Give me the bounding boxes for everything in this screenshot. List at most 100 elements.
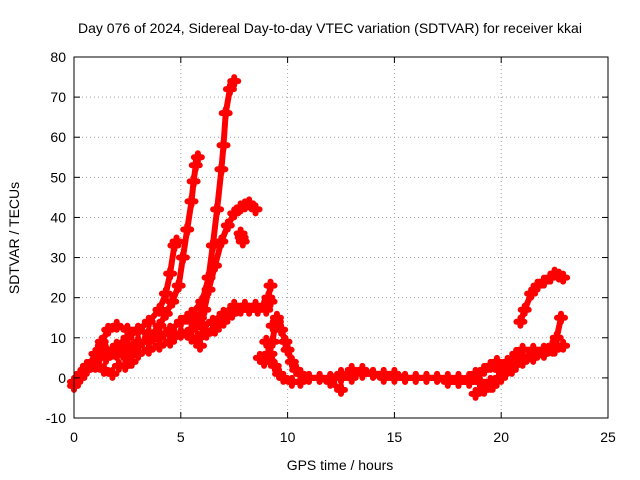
data-point xyxy=(526,342,541,357)
x-axis-label: GPS time / hours xyxy=(287,457,394,473)
data-point xyxy=(210,202,225,217)
x-tick-label: 5 xyxy=(177,429,185,445)
data-point xyxy=(556,270,571,285)
data-point xyxy=(515,342,530,357)
data-point xyxy=(218,106,233,121)
data-point xyxy=(120,338,135,353)
data-point xyxy=(274,322,289,337)
x-tick-label: 0 xyxy=(70,429,78,445)
data-point xyxy=(173,326,188,341)
data-point xyxy=(88,354,103,369)
data-point xyxy=(483,378,498,393)
series-sat-p xyxy=(344,362,466,385)
data-point xyxy=(141,314,156,329)
data-point xyxy=(334,382,348,397)
x-tick-label: 20 xyxy=(493,429,509,445)
data-point xyxy=(430,370,445,385)
data-point xyxy=(267,358,282,373)
data-point xyxy=(169,234,184,249)
data-point xyxy=(545,342,560,357)
data-point xyxy=(387,370,402,385)
data-point xyxy=(293,374,308,389)
data-point xyxy=(109,318,124,333)
data-point xyxy=(408,370,423,385)
data-point xyxy=(398,370,413,385)
data-point xyxy=(419,370,434,385)
data-point xyxy=(263,346,278,361)
data-point xyxy=(199,326,214,341)
y-tick-label: -10 xyxy=(46,410,66,426)
data-point xyxy=(120,322,135,337)
data-point xyxy=(171,278,186,293)
data-point xyxy=(163,322,178,337)
data-point xyxy=(158,306,173,321)
data-point xyxy=(216,138,231,153)
y-axis-label: SDTVAR / TECUs xyxy=(6,182,22,294)
data-point xyxy=(205,238,220,253)
data-point xyxy=(517,302,532,317)
x-tick-label: 25 xyxy=(600,429,616,445)
data-point xyxy=(186,174,201,189)
data-point xyxy=(276,370,291,385)
y-tick-label: 10 xyxy=(50,330,66,346)
data-point xyxy=(105,366,120,381)
data-point xyxy=(197,302,212,317)
x-tick-label: 15 xyxy=(387,429,403,445)
x-axis-ticks: 0 5 10 15 20 25 xyxy=(70,57,616,445)
data-point xyxy=(248,202,263,217)
data-point xyxy=(492,362,507,377)
data-point xyxy=(257,354,272,369)
data-point xyxy=(163,266,178,281)
data-point xyxy=(227,298,242,313)
series-sat-i xyxy=(94,294,278,365)
data-point xyxy=(158,286,173,301)
data-point xyxy=(235,234,250,249)
series-sat-g xyxy=(180,196,263,329)
data-point xyxy=(280,342,295,357)
data-point xyxy=(152,338,167,353)
data-point xyxy=(227,74,242,89)
data-point xyxy=(163,334,178,349)
data-point xyxy=(184,194,199,209)
series-sat-k xyxy=(233,226,250,249)
series-sat-u xyxy=(513,266,571,329)
plot-frame xyxy=(73,56,609,419)
data-point xyxy=(301,370,316,385)
data-point xyxy=(440,370,455,385)
data-point xyxy=(109,346,124,361)
series-sat-n xyxy=(259,334,348,397)
data-point xyxy=(248,298,263,313)
data-point xyxy=(190,150,205,165)
chart-title: Day 076 of 2024, Sidereal Day-to-day VTE… xyxy=(78,20,582,36)
data-point xyxy=(190,330,205,345)
series-sat-q xyxy=(451,354,504,389)
data-point xyxy=(99,350,114,365)
data-point xyxy=(500,354,515,369)
y-tick-label: 30 xyxy=(50,250,66,266)
data-point xyxy=(79,358,94,373)
y-tick-label: 80 xyxy=(50,49,66,65)
data-point xyxy=(263,294,278,309)
y-tick-label: 60 xyxy=(50,129,66,145)
data-point xyxy=(131,334,146,349)
data-point xyxy=(554,310,569,325)
data-point xyxy=(180,222,195,237)
data-point xyxy=(344,362,359,377)
data-point xyxy=(195,318,210,333)
data-point xyxy=(94,338,109,353)
data-point xyxy=(216,306,231,321)
data-point xyxy=(259,302,274,317)
series-sat-t xyxy=(492,342,560,377)
data-point xyxy=(556,338,571,353)
data-point xyxy=(468,386,483,401)
data-point xyxy=(101,322,116,337)
data-point xyxy=(237,298,252,313)
data-point xyxy=(472,374,487,389)
y-tick-label: 40 xyxy=(50,209,66,225)
data-series xyxy=(67,74,571,401)
data-point xyxy=(549,330,564,345)
data-point xyxy=(259,334,274,349)
data-point xyxy=(131,346,146,361)
data-point xyxy=(205,314,220,329)
